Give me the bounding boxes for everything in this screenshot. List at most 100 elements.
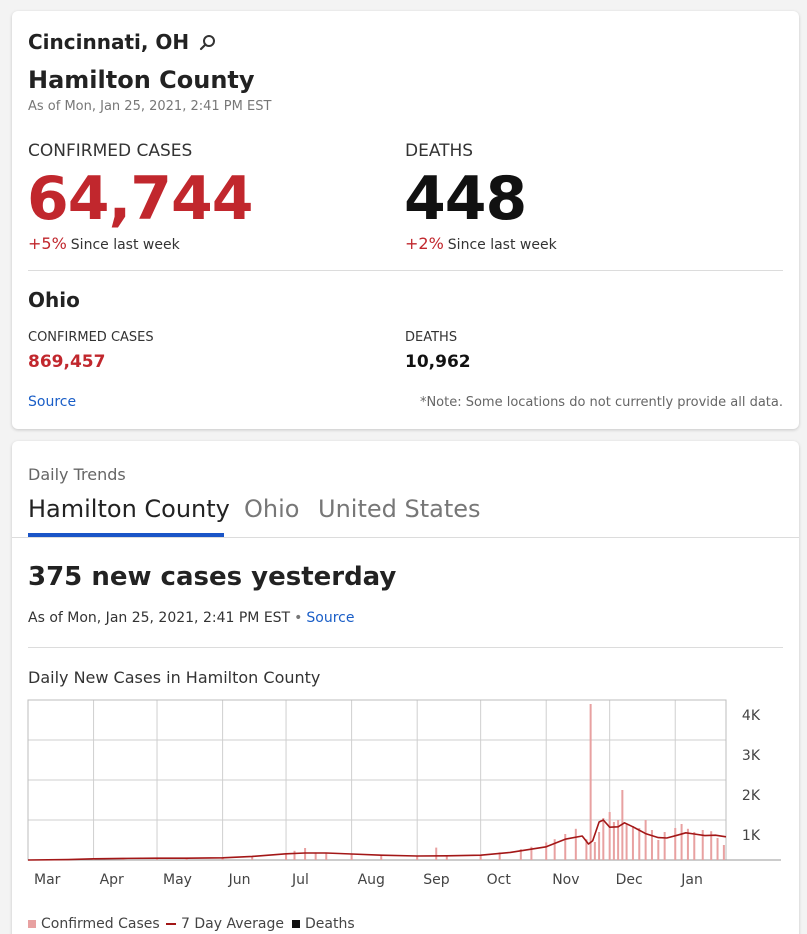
case-bar [185, 858, 188, 860]
legend-bar-swatch [28, 920, 36, 928]
case-bar [631, 826, 634, 860]
location-city: Cincinnati, OH [28, 30, 190, 54]
case-bar [350, 854, 353, 860]
case-bar [545, 842, 548, 860]
legend-cases-label: Confirmed Cases [41, 916, 160, 932]
legend-seven-day-average: 7 Day Average [166, 916, 284, 932]
x-tick-label: Dec [616, 872, 643, 888]
case-bar [251, 856, 254, 860]
section-divider [28, 270, 783, 271]
data-note: *Note: Some locations do not currently p… [419, 395, 783, 410]
state-confirmed-label: CONFIRMED CASES [28, 330, 154, 345]
deaths-change-percent: +2% [405, 234, 444, 253]
new-cases-headline: 375 new cases yesterday [28, 562, 397, 592]
source-link[interactable]: Source [28, 394, 77, 410]
case-bar [293, 850, 296, 860]
x-tick-label: May [163, 872, 192, 888]
case-bar [479, 855, 482, 860]
trends-as-of: As of Mon, Jan 25, 2021, 2:41 PM EST • Sou… [28, 610, 354, 626]
state-deaths-label: DEATHS [405, 330, 458, 345]
case-bar [304, 848, 307, 860]
x-tick-label: Mar [34, 872, 61, 888]
case-bar [710, 831, 713, 860]
case-bar [617, 820, 620, 860]
case-bar [380, 855, 383, 860]
case-bar [657, 840, 660, 860]
county-deaths-label: DEATHS [405, 141, 474, 161]
case-bar [498, 852, 501, 860]
daily-cases-chart: 1K 2K 3K 4K Mar Apr May Jun Jul Aug Sep Oct Nov Dec Ja… [27, 699, 781, 888]
case-bar [574, 828, 577, 860]
tab-ohio[interactable]: Ohio [244, 495, 300, 523]
county-deaths-change: +2% Since last week [405, 234, 557, 253]
case-bar [593, 842, 596, 860]
x-tick-label: Jul [291, 872, 309, 888]
case-bar [314, 852, 317, 860]
legend-line-swatch [166, 923, 176, 925]
county-confirmed-change: +5% Since last week [28, 234, 180, 253]
state-confirmed-value: 869,457 [28, 352, 106, 372]
case-bar [445, 855, 448, 860]
legend-deaths-label: Deaths [305, 916, 355, 932]
case-bar [435, 847, 438, 860]
x-tick-label: Aug [358, 872, 385, 888]
case-bar [530, 846, 533, 860]
legend-confirmed-cases: Confirmed Cases [28, 916, 160, 932]
active-tab-indicator [28, 533, 224, 537]
state-name: Ohio [28, 288, 80, 312]
x-tick-label: Nov [552, 872, 579, 888]
legend-avg-label: 7 Day Average [181, 916, 284, 932]
tab-united-states[interactable]: United States [318, 495, 481, 523]
case-bar [602, 818, 605, 860]
x-tick-label: Oct [487, 872, 512, 888]
x-tick-label: Sep [423, 872, 450, 888]
case-bar [564, 834, 567, 860]
legend-deaths: Deaths [292, 916, 355, 932]
case-bar [416, 856, 419, 860]
legend-deaths-swatch [292, 920, 300, 928]
separator-dot: • [294, 610, 303, 626]
case-bar [285, 853, 288, 860]
daily-trends-title: Daily Trends [28, 465, 126, 484]
state-deaths-value: 10,962 [405, 352, 471, 372]
case-bar [519, 849, 522, 860]
chart-divider [28, 647, 783, 648]
tabs-divider [12, 537, 799, 538]
case-bar [701, 830, 704, 860]
case-bar [589, 704, 592, 860]
y-tick-label: 3K [742, 748, 761, 764]
chart-title: Daily New Cases in Hamilton County [28, 668, 321, 687]
deaths-change-label: Since last week [447, 237, 557, 253]
summary-card: Cincinnati, OH Hamilton County As of Mon… [12, 11, 799, 429]
case-bar [674, 828, 677, 860]
x-tick-label: Jun [228, 872, 251, 888]
y-tick-label: 4K [742, 708, 761, 724]
case-bar [221, 857, 224, 860]
tab-hamilton-county[interactable]: Hamilton County [28, 495, 230, 523]
y-tick-label: 2K [742, 788, 761, 804]
daily-trends-card: Daily Trends Hamilton County Ohio United… [12, 441, 799, 934]
case-bar [638, 828, 641, 860]
case-bar [644, 820, 647, 860]
trends-source-link[interactable]: Source [306, 610, 355, 626]
average-line [27, 819, 727, 861]
county-deaths-value: 448 [404, 164, 527, 234]
trends-as-of-text: As of Mon, Jan 25, 2021, 2:41 PM EST [28, 610, 291, 626]
case-bar [608, 812, 611, 860]
case-bar [693, 832, 696, 860]
case-bar [612, 822, 615, 860]
case-bar [553, 839, 556, 860]
case-bar [598, 832, 601, 860]
county-name: Hamilton County [28, 66, 255, 94]
case-bar [585, 839, 588, 860]
case-bar [722, 845, 725, 860]
search-icon[interactable] [198, 33, 218, 53]
case-bar [663, 832, 666, 860]
case-bar [325, 853, 328, 860]
confirmed-change-percent: +5% [28, 234, 67, 253]
case-bar [680, 824, 683, 860]
x-tick-label: Jan [680, 872, 703, 888]
case-bar [650, 830, 653, 860]
county-confirmed-value: 64,744 [27, 164, 254, 234]
case-bar [716, 838, 719, 860]
